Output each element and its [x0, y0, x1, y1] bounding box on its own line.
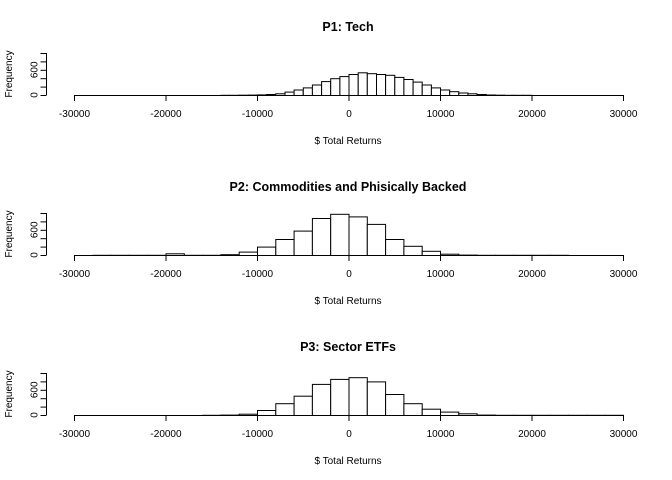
x-tick-label: 0 [346, 109, 352, 120]
histogram-bar [311, 218, 332, 256]
histogram-bar [284, 91, 295, 96]
y-tick-label: 600 [30, 381, 41, 398]
panel-p3: P3: Sector ETFs 0 600 -30000 -20000 -10000 0… [4, 340, 638, 467]
histogram-bar [257, 246, 277, 257]
histogram-bar [421, 250, 442, 257]
histogram-bar [376, 74, 387, 96]
panel-p1: P1: Tech 0 600 -30000 -20000 -10000 0 10000 20… [4, 20, 638, 147]
histogram-bar [421, 408, 442, 417]
histogram-bar [311, 84, 323, 96]
y-tick-label: 0 [30, 92, 41, 98]
histogram-bar [238, 251, 258, 257]
histogram-bar [293, 89, 304, 96]
x-axis: -30000 -20000 -10000 0 10000 20000 30000 [59, 255, 638, 280]
histogram-bar [430, 87, 441, 97]
histogram-bar [440, 89, 451, 96]
y-axis: 0 600 [30, 373, 47, 418]
histogram-bar [293, 230, 313, 257]
histogram-bar [257, 410, 277, 416]
y-axis: 0 600 [30, 213, 47, 258]
histogram-bar [403, 79, 414, 96]
x-tick-label: 10000 [427, 429, 455, 440]
y-axis-label: Frequency [4, 210, 15, 257]
x-tick-label: 20000 [518, 429, 546, 440]
histogram-bar [385, 394, 405, 416]
histogram-bar [449, 91, 460, 96]
histogram-bar [348, 216, 368, 256]
x-tick-label: 30000 [610, 429, 638, 440]
x-tick-label: 20000 [518, 109, 546, 120]
x-tick-label: -10000 [242, 269, 274, 280]
y-tick-label: 600 [30, 221, 41, 238]
y-tick-label: 0 [30, 252, 41, 258]
x-axis: -30000 -20000 -10000 0 10000 20000 30000 [59, 95, 638, 120]
histogram-bar [330, 378, 350, 416]
histogram-bar [385, 239, 405, 256]
histogram-bar [394, 76, 405, 97]
histogram-bar [412, 81, 423, 96]
x-tick-label: -20000 [150, 429, 182, 440]
histogram-bar [348, 377, 368, 417]
histogram-bar [403, 403, 423, 417]
x-tick-label: -10000 [242, 109, 274, 120]
y-tick-label: 0 [30, 412, 41, 418]
y-axis: 0 600 [30, 53, 47, 98]
x-tick-label: 10000 [427, 269, 455, 280]
histogram-bar [330, 213, 350, 257]
x-axis-label: $ Total Returns [314, 456, 381, 467]
x-tick-label: -30000 [59, 429, 91, 440]
x-tick-label: -20000 [150, 109, 182, 120]
y-axis-label: Frequency [4, 370, 15, 417]
panel-p2: P2: Commodities and Phisically Backed 0 6… [4, 180, 638, 307]
histogram-bar [330, 78, 341, 96]
x-tick-label: 10000 [427, 109, 455, 120]
histogram-bar [302, 87, 313, 97]
histogram-bar [275, 239, 295, 256]
x-axis-label: $ Total Returns [314, 136, 381, 147]
x-axis-label: $ Total Returns [314, 296, 381, 307]
histogram-bar [357, 72, 368, 97]
histogram-bar [366, 381, 387, 416]
x-tick-label: 0 [346, 429, 352, 440]
histogram-bar [339, 76, 350, 96]
x-axis: -30000 -20000 -10000 0 10000 20000 30000 [59, 415, 638, 440]
x-tick-label: -20000 [150, 269, 182, 280]
histogram-bar [366, 223, 387, 256]
histogram-bar [293, 395, 313, 417]
histogram-bar [348, 74, 359, 96]
panel-title: P3: Sector ETFs [300, 340, 396, 354]
histogram-bar [311, 383, 332, 416]
x-tick-label: -30000 [59, 109, 91, 120]
histogram-bar [366, 73, 377, 96]
histogram-bar [321, 81, 332, 96]
panel-title: P2: Commodities and Phisically Backed [230, 180, 467, 194]
x-tick-label: 0 [346, 269, 352, 280]
y-tick-label: 600 [30, 61, 41, 78]
panel-title: P1: Tech [322, 20, 373, 34]
x-tick-label: 20000 [518, 269, 546, 280]
histogram-bar [421, 84, 432, 96]
histogram-bar [440, 411, 460, 417]
histogram-bar [403, 245, 423, 257]
x-tick-label: -30000 [59, 269, 91, 280]
y-axis-label: Frequency [4, 50, 15, 97]
x-tick-label: 30000 [610, 269, 638, 280]
histogram-bar [385, 74, 396, 97]
histogram-bar [275, 403, 295, 417]
x-tick-label: -10000 [242, 429, 274, 440]
x-tick-label: 30000 [610, 109, 638, 120]
